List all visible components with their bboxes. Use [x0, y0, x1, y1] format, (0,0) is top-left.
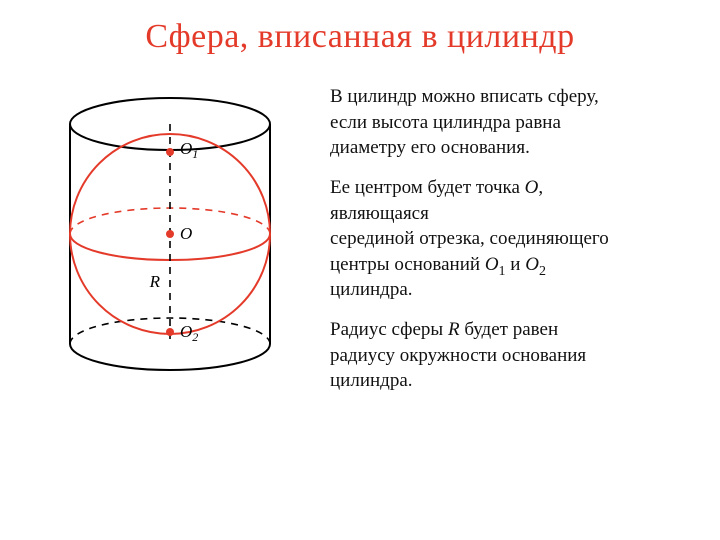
- svg-text:O1: O1: [180, 139, 198, 161]
- description-text: В цилиндр можно вписать сферу, если высо…: [330, 74, 690, 408]
- svg-text:O: O: [180, 224, 192, 243]
- svg-text:R: R: [149, 272, 161, 291]
- page-title: Сфера, вписанная в цилиндр: [0, 0, 720, 64]
- paragraph-2: Ее центром будет точка O, являющаяся сер…: [330, 175, 690, 303]
- sphere-in-cylinder-diagram: O1 O O2 R: [40, 84, 300, 404]
- diagram-container: O1 O O2 R: [30, 74, 310, 408]
- paragraph-1: В цилиндр можно вписать сферу, если высо…: [330, 84, 690, 161]
- paragraph-3: Радиус сферы R будет равен радиусу окруж…: [330, 317, 690, 394]
- svg-text:O2: O2: [180, 322, 198, 344]
- content-row: O1 O O2 R В цилиндр можно вписать сферу, ес…: [0, 64, 720, 408]
